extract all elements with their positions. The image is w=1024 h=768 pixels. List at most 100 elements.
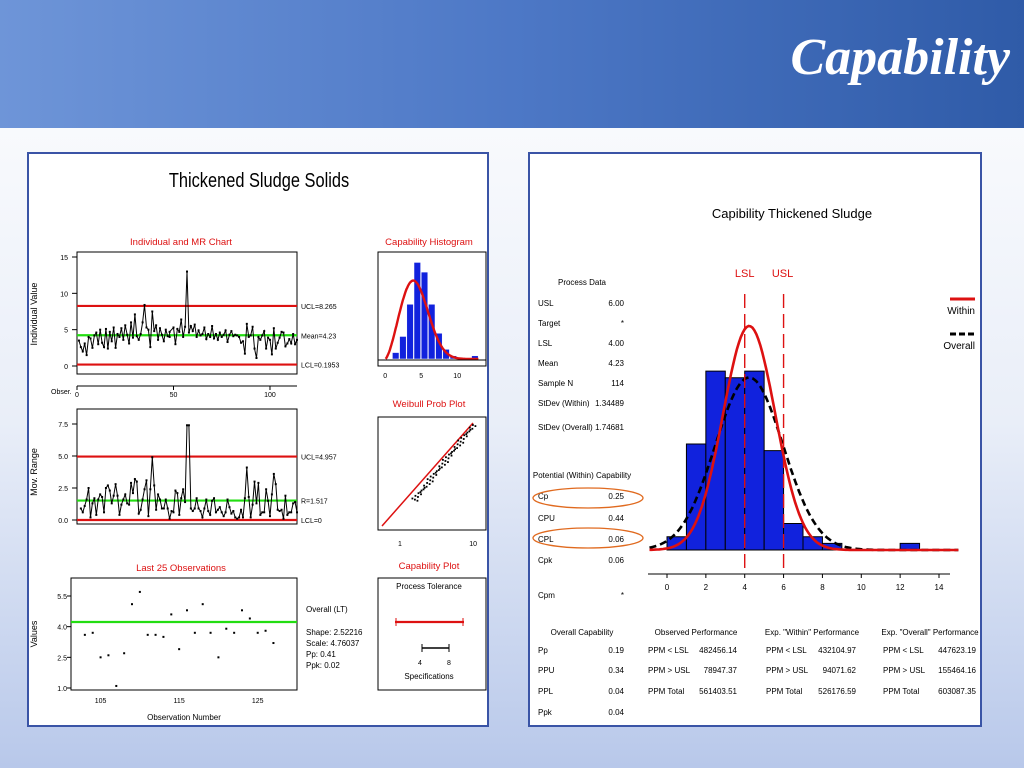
ind-point (236, 334, 239, 337)
ind-point (201, 333, 204, 336)
weibull-point (423, 484, 425, 487)
mr-point (186, 424, 188, 427)
ind-point (222, 333, 225, 336)
mr-point (240, 508, 243, 511)
ind-point (120, 327, 123, 330)
mr-point (218, 506, 221, 509)
obser-label: Obser. (51, 389, 72, 396)
weibull-point (457, 439, 460, 442)
ind-point (284, 345, 287, 348)
ind-point (97, 343, 100, 346)
weibull-point (465, 433, 468, 435)
mr-point (104, 487, 107, 489)
mr-ucl-label: UCL=4.957 (301, 455, 337, 462)
mr-point (176, 492, 179, 495)
process-data-value: 4.23 (608, 359, 624, 368)
histogram-bar (392, 352, 400, 360)
ind-ytick: 10 (60, 291, 68, 298)
mr-point (89, 516, 92, 519)
ind-point (280, 330, 283, 333)
ind-point (87, 335, 90, 338)
overall-label: Pp (538, 646, 548, 655)
ind-point (106, 347, 109, 350)
last25-stat: Scale: 4.76037 (306, 639, 360, 648)
mr-point (178, 513, 181, 516)
histogram-xtick: 0 (383, 373, 387, 380)
title-banner: Capability (0, 0, 1024, 128)
ind-point (178, 330, 181, 333)
weibull-point (451, 450, 453, 453)
ind-lcl-label: LCL=0.1953 (301, 363, 339, 370)
mr-point (274, 483, 277, 486)
within-curve (649, 324, 959, 552)
ind-point (245, 322, 248, 325)
mr-point (224, 511, 227, 514)
weibull-point (422, 488, 425, 491)
last25-title: Last 25 Observations (136, 563, 226, 574)
weibull-point (468, 426, 471, 429)
last25-point (162, 635, 165, 638)
mr-point (261, 511, 264, 514)
weibull-point (432, 472, 435, 475)
last25-point (233, 631, 236, 634)
mr-point (168, 517, 171, 520)
mr-point (294, 501, 297, 504)
imr-chart-title: Individual and MR Chart (130, 237, 232, 248)
mr-point (253, 480, 256, 483)
within-perf-label: PPM Total (766, 687, 803, 696)
mr-point (272, 472, 275, 475)
mr-point (249, 516, 252, 519)
capability-xtick: 0 (665, 583, 670, 592)
ind-point (128, 342, 131, 345)
mr-point (101, 495, 104, 498)
mr-point (170, 510, 173, 513)
ind-point (133, 313, 136, 316)
histogram-title: Capability Histogram (385, 237, 473, 248)
ind-point (232, 335, 235, 338)
ind-point (209, 335, 212, 338)
mr-point (93, 497, 96, 500)
usl-label: USL (772, 268, 793, 280)
ind-point (85, 354, 88, 357)
weibull-point (429, 479, 432, 482)
weibull-point (450, 454, 453, 457)
last25-point (193, 631, 196, 634)
ind-point (145, 326, 148, 329)
mr-series-line (80, 424, 298, 520)
mr-point (211, 499, 214, 502)
mr-point (209, 513, 212, 516)
ind-point (131, 336, 134, 339)
histogram-bar (413, 262, 421, 360)
ind-point (253, 347, 256, 350)
ind-point (257, 335, 260, 338)
weibull-point (474, 425, 477, 427)
ind-point (226, 341, 229, 344)
ind-point (290, 342, 293, 345)
mr-point (114, 483, 117, 486)
within-perf-label: PPM < LSL (766, 646, 807, 655)
overall-perf-value: 603087.35 (938, 687, 976, 696)
mr-point (97, 498, 100, 501)
mr-point (103, 511, 106, 514)
last25-point (83, 633, 86, 636)
mr-point (257, 481, 260, 484)
capplot-title: Capability Plot (399, 561, 460, 572)
ind-ucl-label: UCL=8.265 (301, 304, 337, 311)
mr-point (187, 424, 190, 427)
mr-point (106, 484, 109, 487)
mr-point (112, 494, 115, 497)
legend-overall-label: Overall (943, 341, 975, 352)
mr-point (234, 516, 237, 519)
mr-point (286, 513, 289, 516)
mr-lcl-label: LCL=0 (301, 518, 322, 525)
weibull-point (414, 498, 416, 501)
cpl-highlight (532, 527, 644, 549)
overall-perf-value: 155464.16 (938, 666, 976, 675)
capability-bar (744, 370, 765, 551)
ind-point (241, 340, 244, 343)
ind-point (95, 331, 98, 334)
ind-point (164, 328, 167, 331)
mr-point (120, 503, 123, 506)
ind-ytick: 5 (64, 328, 68, 335)
weibull-point (454, 448, 457, 451)
